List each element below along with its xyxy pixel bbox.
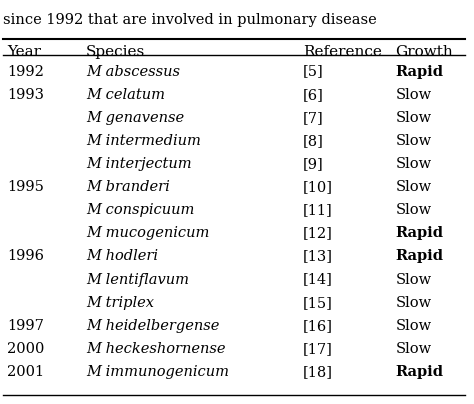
Text: [5]: [5] xyxy=(303,65,324,78)
Text: [8]: [8] xyxy=(303,134,324,148)
Text: 1992: 1992 xyxy=(8,65,44,78)
Text: Reference: Reference xyxy=(303,44,382,59)
Text: Slow: Slow xyxy=(395,203,432,217)
Text: [9]: [9] xyxy=(303,157,324,171)
Text: M interjectum: M interjectum xyxy=(86,157,191,171)
Text: Rapid: Rapid xyxy=(395,365,444,379)
Text: [15]: [15] xyxy=(303,296,333,309)
Text: M immunogenicum: M immunogenicum xyxy=(86,365,229,379)
Text: Slow: Slow xyxy=(395,342,432,356)
Text: Growth: Growth xyxy=(395,44,453,59)
Text: [18]: [18] xyxy=(303,365,333,379)
Text: Slow: Slow xyxy=(395,88,432,102)
Text: [16]: [16] xyxy=(303,319,333,333)
Text: M mucogenicum: M mucogenicum xyxy=(86,226,210,240)
Text: Slow: Slow xyxy=(395,273,432,286)
Text: Slow: Slow xyxy=(395,296,432,309)
Text: M branderi: M branderi xyxy=(86,180,170,194)
Text: Slow: Slow xyxy=(395,111,432,125)
Text: M conspicuum: M conspicuum xyxy=(86,203,194,217)
Text: since 1992 that are involved in pulmonary disease: since 1992 that are involved in pulmonar… xyxy=(3,13,376,27)
Text: Year: Year xyxy=(8,44,41,59)
Text: [6]: [6] xyxy=(303,88,324,102)
Text: [12]: [12] xyxy=(303,226,333,240)
Text: Species: Species xyxy=(86,44,145,59)
Text: [10]: [10] xyxy=(303,180,333,194)
Text: 1997: 1997 xyxy=(8,319,44,333)
Text: M intermedium: M intermedium xyxy=(86,134,201,148)
Text: 2001: 2001 xyxy=(8,365,45,379)
Text: Slow: Slow xyxy=(395,180,432,194)
Text: 1995: 1995 xyxy=(8,180,44,194)
Text: Rapid: Rapid xyxy=(395,226,444,240)
Text: Slow: Slow xyxy=(395,319,432,333)
Text: M triplex: M triplex xyxy=(86,296,154,309)
Text: M celatum: M celatum xyxy=(86,88,165,102)
Text: [7]: [7] xyxy=(303,111,324,125)
Text: M hodleri: M hodleri xyxy=(86,249,158,263)
Text: [14]: [14] xyxy=(303,273,333,286)
Text: 1993: 1993 xyxy=(8,88,45,102)
Text: M heidelbergense: M heidelbergense xyxy=(86,319,219,333)
Text: [11]: [11] xyxy=(303,203,333,217)
Text: [13]: [13] xyxy=(303,249,333,263)
Text: M lentiflavum: M lentiflavum xyxy=(86,273,189,286)
Text: M genavense: M genavense xyxy=(86,111,184,125)
Text: M abscessus: M abscessus xyxy=(86,65,180,78)
Text: 2000: 2000 xyxy=(8,342,45,356)
Text: Slow: Slow xyxy=(395,157,432,171)
Text: Rapid: Rapid xyxy=(395,65,444,78)
Text: [17]: [17] xyxy=(303,342,333,356)
Text: Slow: Slow xyxy=(395,134,432,148)
Text: 1996: 1996 xyxy=(8,249,45,263)
Text: M heckeshornense: M heckeshornense xyxy=(86,342,226,356)
Text: Rapid: Rapid xyxy=(395,249,444,263)
